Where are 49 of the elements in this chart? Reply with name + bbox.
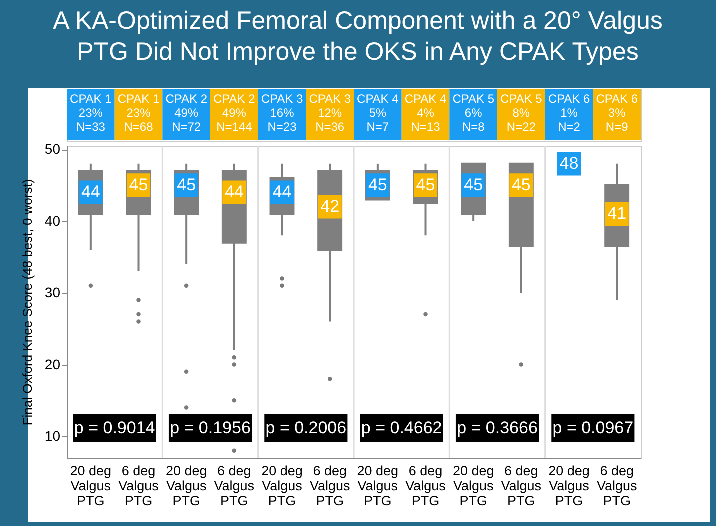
annotation: p = 0.3666 <box>457 418 538 438</box>
text: CPAK 2 49% N=144 <box>214 92 256 134</box>
text: 45 <box>368 175 388 194</box>
annotation: p = 0.2006 <box>266 418 347 438</box>
y-tick-label: 10 <box>44 428 61 444</box>
text: 44 <box>272 182 292 202</box>
text: 45 <box>177 175 196 194</box>
x-tick-label: 6 deg Valgus PTG <box>310 464 350 508</box>
x-tick-label: 6 deg Valgus PTG <box>501 464 542 508</box>
text: CPAK 1 23% N=33 <box>70 92 112 134</box>
annotation: p = 0.4662 <box>361 418 442 438</box>
text: 45 <box>416 175 436 194</box>
text: CPAK 5 6% N=8 <box>452 92 495 134</box>
x-tick-label: 6 deg Valgus PTG <box>118 464 160 508</box>
y-tick-label: 50 <box>44 141 61 158</box>
text: 44 <box>81 182 100 202</box>
x-tick-label: 20 deg Valgus PTG <box>166 464 208 508</box>
text: CPAK 2 49% N=72 <box>166 92 208 134</box>
x-tick-label: 20 deg Valgus PTG <box>70 464 112 508</box>
chart-title: A KA-Optimized Femoral Component with a 20° Valgus PTG Did Not Improve the OKS in Any CPAK Types <box>52 6 664 68</box>
y-axis-title: Final Oxford Knee Score (48 best, 0 worst) <box>20 179 35 426</box>
text: 44 <box>224 182 244 202</box>
annotation: p = 0.1956 <box>170 418 251 438</box>
text: 41 <box>608 204 627 224</box>
text: 45 <box>464 175 484 194</box>
annotation: p = 0.9014 <box>74 418 156 438</box>
text: 42 <box>320 196 340 216</box>
text: 45 <box>512 175 531 194</box>
text: CPAK 5 8% N=22 <box>500 92 543 134</box>
x-tick-label: 20 deg Valgus PTG <box>548 464 590 508</box>
text: CPAK 1 23% N=68 <box>118 92 160 134</box>
text: CPAK 6 1% N=2 <box>548 92 590 134</box>
text: CPAK 4 4% N=13 <box>404 92 447 134</box>
text: 48 <box>560 154 579 173</box>
y-tick-label: 30 <box>44 284 61 301</box>
x-tick-label: 6 deg Valgus PTG <box>596 464 638 508</box>
x-tick-label: 20 deg Valgus PTG <box>452 464 494 508</box>
x-tick-label: 6 deg Valgus PTG <box>214 464 255 508</box>
x-tick-label: 6 deg Valgus PTG <box>406 464 446 508</box>
x-tick-label: 20 deg Valgus PTG <box>262 464 303 508</box>
text: CPAK 6 3% N=9 <box>596 92 638 134</box>
x-tick-label: 20 deg Valgus PTG <box>357 464 399 508</box>
text: CPAK 4 5% N=7 <box>357 92 400 134</box>
y-tick-label: 40 <box>44 212 61 229</box>
text: 45 <box>129 175 148 194</box>
text: CPAK 3 16% N=23 <box>261 92 304 134</box>
y-tick-label: 20 <box>44 356 61 372</box>
annotation: p = 0.0967 <box>552 418 634 438</box>
text: CPAK 3 12% N=36 <box>309 92 352 134</box>
